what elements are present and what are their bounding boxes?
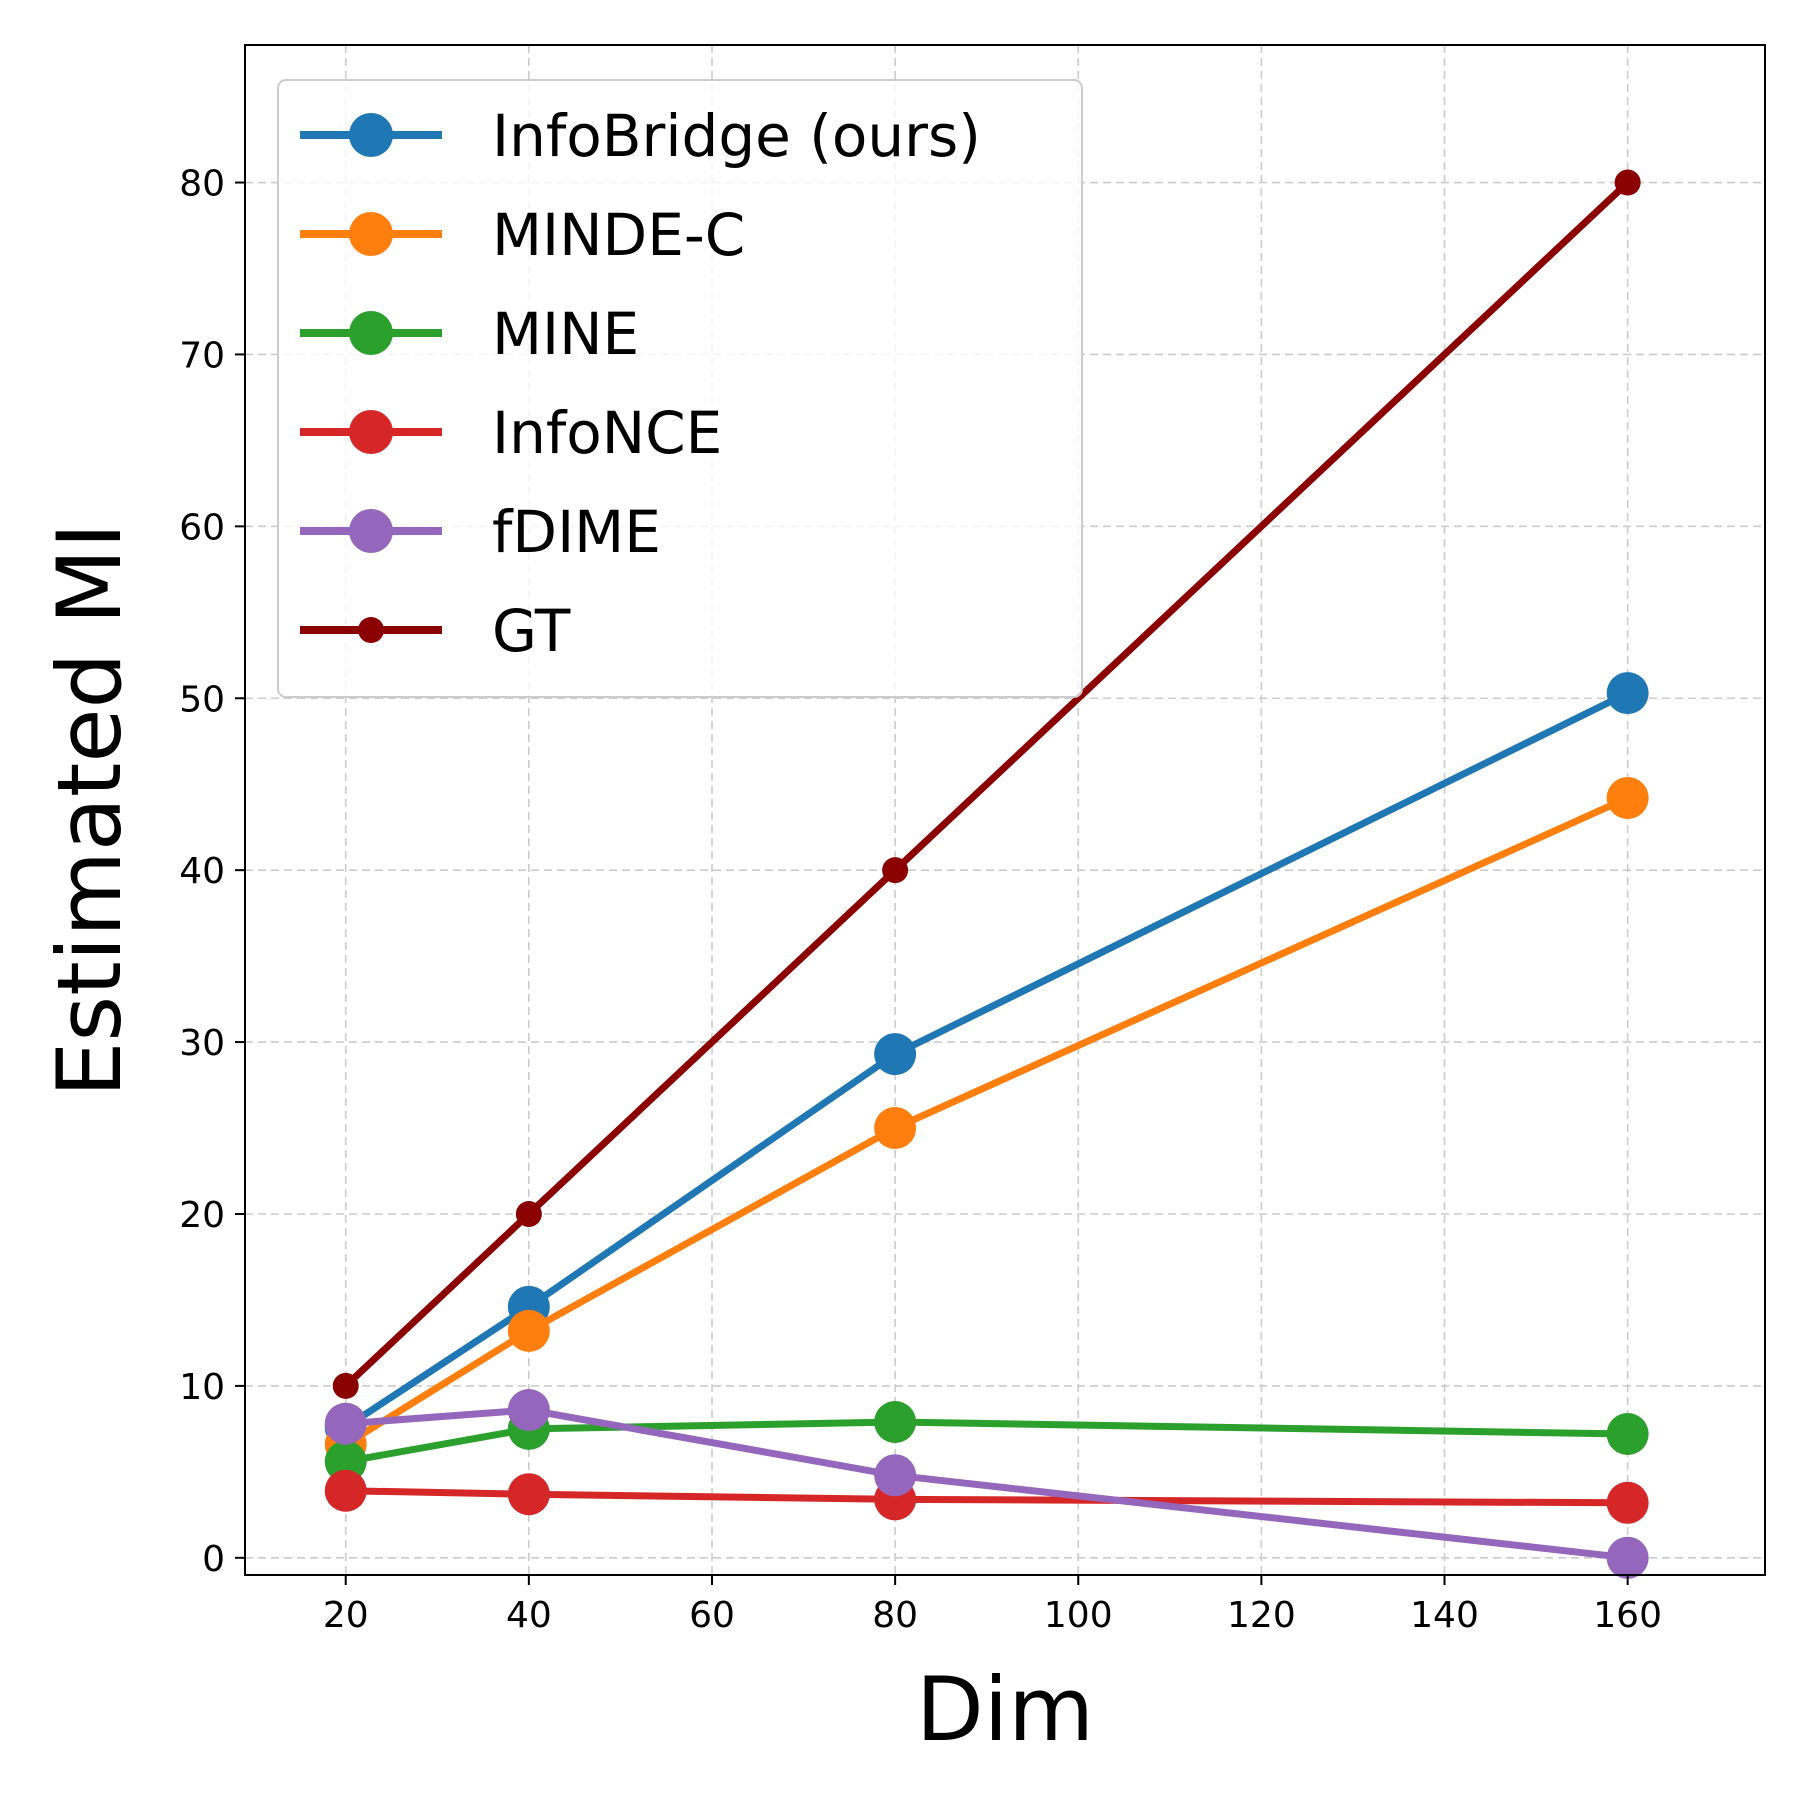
x-tick-label: 60 — [689, 1595, 735, 1636]
series-line-minde-c — [343, 794, 1630, 1448]
data-point-gt — [332, 1372, 359, 1399]
y-tick-label: 60 — [179, 507, 225, 548]
legend-label-infonce: InfoNCE — [492, 399, 722, 467]
series-line-fdime — [345, 1406, 1629, 1562]
data-point-fdime — [324, 1402, 367, 1445]
data-point-minde-c — [1606, 776, 1649, 819]
legend-marker-infonce — [349, 410, 393, 454]
legend-label-fdime: fDIME — [492, 498, 661, 566]
data-point-mine — [324, 1440, 367, 1483]
series-line-mine — [345, 1418, 1628, 1465]
ticks: 20 40 60 80 100 120 140 160 0 10 20 30 40 50 60 70 80 — [179, 164, 1662, 1636]
legend-box — [277, 79, 1083, 698]
legend-marker-fdime — [349, 509, 393, 553]
data-point-gt — [882, 857, 909, 884]
plot-frame — [244, 44, 1766, 1576]
x-tick-label: 160 — [1593, 1595, 1662, 1636]
y-tick-label: 0 — [202, 1539, 225, 1580]
x-tick-label: 120 — [1227, 1595, 1296, 1636]
data-point-infonce — [1606, 1481, 1649, 1524]
legend-marker-minde-c — [349, 212, 393, 256]
data-point-fdime — [507, 1388, 550, 1431]
y-tick-label: 10 — [179, 1367, 225, 1408]
legend-label-mine: MINE — [492, 300, 639, 368]
legend-marker-mine — [349, 311, 393, 355]
series-line-gt — [343, 179, 1631, 1389]
data-point-fdime — [1606, 1536, 1649, 1579]
data-point-gt — [1614, 169, 1641, 196]
y-tick-label: 20 — [179, 1195, 225, 1236]
legend-label-infobridge-ours: InfoBridge (ours) — [492, 102, 981, 170]
x-tick-label: 80 — [872, 1595, 918, 1636]
x-tick-label: 140 — [1410, 1595, 1479, 1636]
data-point-minde-c — [507, 1309, 550, 1352]
x-tick-label: 40 — [506, 1595, 552, 1636]
data-point-mine — [1606, 1413, 1649, 1456]
x-tick-label: 100 — [1044, 1595, 1113, 1636]
data-point-infobridge-ours — [874, 1033, 917, 1076]
series-line-infonce — [345, 1487, 1628, 1507]
data-point-infonce — [324, 1469, 367, 1512]
data-point-fdime — [874, 1454, 917, 1497]
y-tick-label: 80 — [179, 164, 225, 205]
legend-label-gt: GT — [492, 597, 571, 665]
series-layer — [324, 169, 1649, 1579]
y-tick-label: 50 — [179, 679, 225, 720]
y-tick-label: 70 — [179, 335, 225, 376]
data-point-mine — [874, 1401, 917, 1443]
data-point-infobridge-ours — [1606, 672, 1649, 715]
y-tick-label: 30 — [179, 1023, 225, 1064]
y-axis-title: Estimated MI — [38, 523, 141, 1097]
y-tick-label: 40 — [179, 851, 225, 892]
data-point-minde-c — [874, 1107, 917, 1150]
data-point-gt — [515, 1200, 542, 1227]
legend-marker-infobridge-ours — [349, 113, 393, 157]
legend-marker-gt — [358, 617, 384, 643]
legend-label-minde-c: MINDE-C — [492, 201, 745, 269]
legend: InfoBridge (ours) MINDE-C MINE InfoNCE fDIME… — [277, 79, 1083, 698]
data-point-infonce — [507, 1473, 550, 1516]
series-line-infobridge-ours — [343, 689, 1630, 1431]
x-tick-label: 20 — [323, 1595, 369, 1636]
x-axis-title: Dim — [916, 1658, 1094, 1761]
